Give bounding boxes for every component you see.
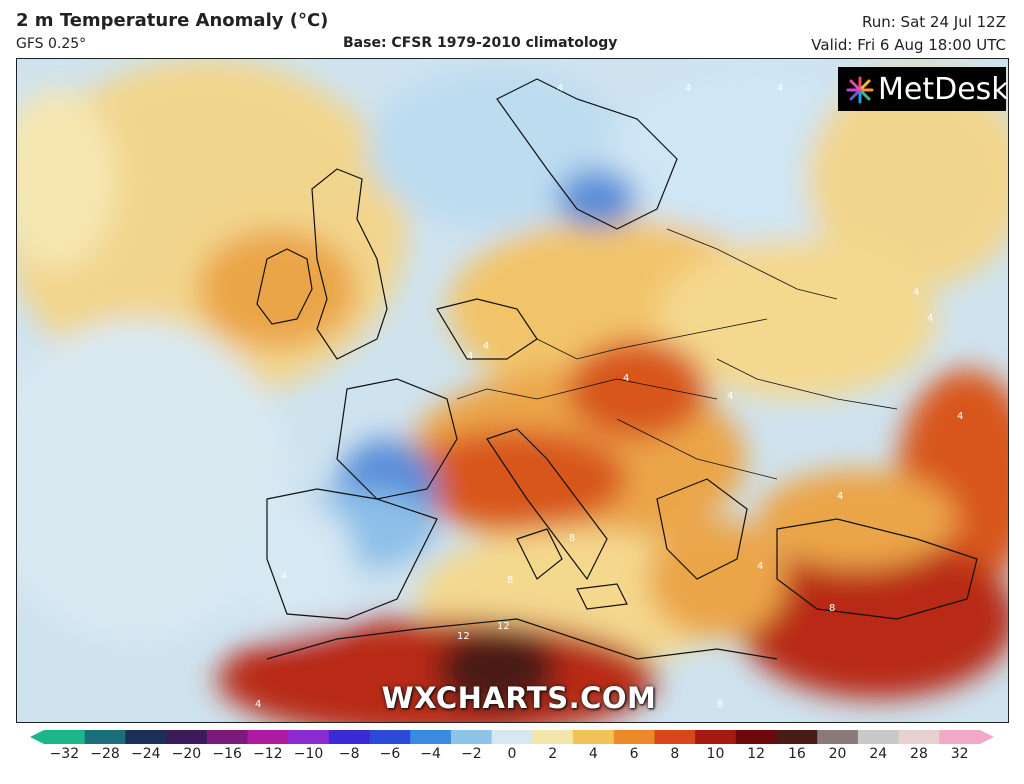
sardinia-outline [516, 528, 563, 580]
logo-text: MetDesk [878, 71, 1009, 107]
scandinavia-outline [496, 78, 678, 230]
run-time-label: Run: Sat 24 Jul 12Z [861, 13, 1006, 31]
contour-label: 4 [957, 411, 963, 422]
balkans-outline [656, 478, 748, 580]
colorbar-segment [939, 730, 981, 744]
colorbar-tick-label: 4 [588, 746, 598, 762]
colorbar [30, 730, 994, 744]
contour-label: 8 [507, 575, 513, 586]
colorbar-tick-label: 28 [910, 746, 928, 762]
colorbar-tick-label: −6 [379, 746, 401, 762]
colorbar-tick-label: −2 [460, 746, 482, 762]
colorbar-tick-label: 8 [670, 746, 680, 762]
model-label: GFS 0.25° [16, 36, 87, 52]
metdesk-logo-icon [846, 76, 874, 104]
contour-label: 4 [777, 83, 783, 94]
colorbar-segment [654, 730, 696, 744]
colorbar-segment [776, 730, 818, 744]
colorbar-tick-label: −24 [130, 746, 161, 762]
france-outline [336, 378, 458, 500]
colorbar-segment [817, 730, 859, 744]
colorbar-segment [695, 730, 737, 744]
ireland-outline [256, 248, 313, 325]
contour-label: 4 [623, 373, 629, 384]
colorbar-segment [166, 730, 208, 744]
colorbar-tick-label: 16 [787, 746, 806, 762]
map-canvas: 4 4 4 4 4 4 4 4 4 8 8 8 12 12 8 4 4 4 4 … [17, 59, 1008, 722]
colorbar-tick-label: −8 [338, 746, 360, 762]
colorbar-tick-label: 32 [950, 746, 969, 762]
colorbar-tick-label: −32 [49, 746, 80, 762]
contour-label: 4 [281, 571, 287, 582]
colorbar-tick-label: 2 [548, 746, 558, 762]
colorbar-tick-label: 6 [629, 746, 639, 762]
contour-label: 4 [837, 491, 843, 502]
contour-label: 4 [483, 341, 489, 352]
colorbar-segment [573, 730, 615, 744]
colorbar-tick-label: 24 [869, 746, 888, 762]
colorbar-segment [247, 730, 289, 744]
colorbar-segment [369, 730, 411, 744]
colorbar-max-arrow [980, 730, 994, 744]
colorbar-tick-label: −28 [90, 746, 120, 762]
colorbar-segment [44, 730, 86, 744]
valid-time-label: Valid: Fri 6 Aug 18:00 UTC [811, 36, 1006, 54]
colorbar-segment [206, 730, 248, 744]
colorbar-segment [532, 730, 574, 744]
contour-label: 12 [497, 621, 510, 632]
contour-label: 4 [467, 351, 473, 362]
watermark: WXCHARTS.COM [381, 681, 657, 715]
borders [456, 228, 898, 480]
coastlines [256, 78, 978, 660]
north-africa-coast [266, 618, 778, 660]
contour-label: 4 [255, 699, 261, 710]
italy-outline [486, 428, 608, 581]
colorbar-segment [84, 730, 126, 744]
colorbar-segment [450, 730, 493, 744]
anomaly-map[interactable]: 4 4 4 4 4 4 4 4 4 8 8 8 12 12 8 4 4 4 4 … [16, 58, 1009, 723]
colorbar-segment [857, 730, 900, 744]
sicily-outline [576, 583, 628, 610]
colorbar-segment [288, 730, 330, 744]
contour-label: 8 [717, 699, 723, 710]
contour-label: 4 [685, 83, 691, 94]
contour-label: 4 [557, 83, 563, 94]
chart-title: 2 m Temperature Anomaly (°C) [16, 10, 329, 31]
contour-label: 4 [913, 287, 919, 298]
colorbar-segment [328, 730, 371, 744]
turkey-outline [776, 518, 978, 620]
colorbar-tick-label: −16 [212, 746, 242, 762]
metdesk-logo: MetDesk [838, 67, 1009, 111]
colorbar-segment [613, 730, 655, 744]
contour-label: 4 [727, 391, 733, 402]
colorbar-segment [125, 730, 167, 744]
britain-outline [311, 168, 388, 360]
colorbar-tick-label: 20 [828, 746, 847, 762]
contour-label: 4 [927, 313, 933, 324]
colorbar-tick-label: −12 [253, 746, 283, 762]
contour-label: 8 [829, 603, 835, 614]
colorbar-segment [735, 730, 778, 744]
colorbar-segment [410, 730, 452, 744]
colorbar-ticks: −32 −28 −24 −20 −16 −12 −10 −8 −6 −4 −2 0 2 4 6 8 10 12 16… [0, 746, 1024, 766]
contour-label: 4 [757, 561, 763, 572]
contour-label: 12 [457, 631, 470, 642]
anomaly-field [17, 59, 1008, 722]
contour-labels: 4 4 4 4 4 4 4 4 4 8 8 8 12 12 8 4 4 4 4 … [255, 83, 963, 710]
colorbar-tick-label: 0 [507, 746, 517, 762]
colorbar-tick-label: 10 [706, 746, 725, 762]
colorbar-min-arrow [30, 730, 44, 744]
colorbar-tick-label: −10 [293, 746, 324, 762]
contour-label: 8 [569, 533, 575, 544]
colorbar-tick-label: 12 [747, 746, 766, 762]
iberia-outline [266, 488, 438, 620]
colorbar-tick-label: −4 [420, 746, 441, 762]
colorbar-tick-label: −20 [171, 746, 202, 762]
colorbar-segment [898, 730, 940, 744]
base-climatology-label: Base: CFSR 1979-2010 climatology [343, 35, 618, 51]
colorbar-segment [491, 730, 533, 744]
